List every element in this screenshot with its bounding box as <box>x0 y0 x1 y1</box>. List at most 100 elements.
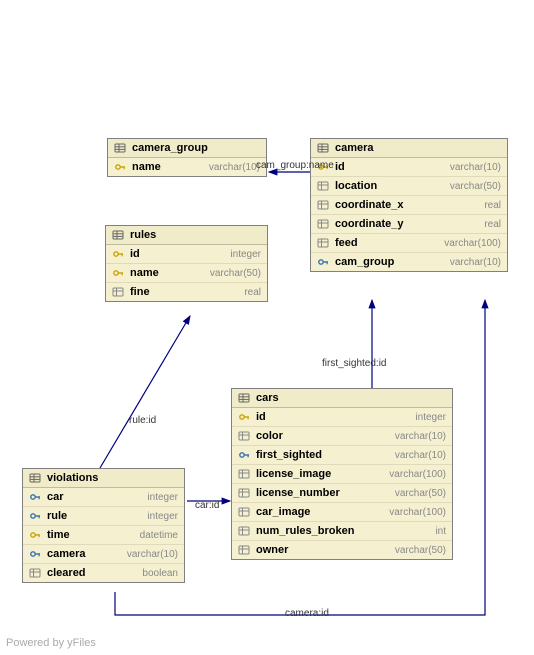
field-type: integer <box>147 492 178 503</box>
key-icon <box>112 248 126 260</box>
field-type: int <box>435 526 446 537</box>
table-icon <box>29 472 43 484</box>
field-name: color <box>238 430 283 442</box>
field-type: varchar(50) <box>395 545 446 556</box>
table-title: cars <box>256 392 279 404</box>
field-type: varchar(10) <box>450 162 501 173</box>
table-field-row: coordinate_xreal <box>311 196 507 215</box>
table-icon <box>238 392 252 404</box>
table-field-row: feed varchar(100) <box>311 234 507 253</box>
table-cars[interactable]: carsidintegercolorvarchar(10)first_sight… <box>231 388 453 560</box>
field-type: varchar(10) <box>395 431 446 442</box>
table-header: violations <box>23 469 184 488</box>
table-title: rules <box>130 229 156 241</box>
column-icon <box>238 544 252 556</box>
table-header: camera_group <box>108 139 266 158</box>
foreign-key-icon <box>238 449 252 461</box>
field-type: varchar(50) <box>395 488 446 499</box>
table-icon <box>112 229 126 241</box>
table-field-row: car_image varchar(100) <box>232 503 452 522</box>
table-field-row: color varchar(10) <box>232 427 452 446</box>
foreign-key-icon <box>29 491 43 503</box>
column-icon <box>238 506 252 518</box>
field-type: varchar(100) <box>389 507 446 518</box>
field-name: fine <box>112 286 150 298</box>
field-name: cleared <box>29 567 86 579</box>
key-icon <box>114 161 128 173</box>
edge-path <box>100 316 190 468</box>
table-field-row: idinteger <box>106 245 267 264</box>
column-icon <box>317 237 331 249</box>
table-camera[interactable]: cameraidvarchar(10) location varchar(50) co… <box>310 138 508 272</box>
table-header: rules <box>106 226 267 245</box>
key-icon <box>29 529 43 541</box>
table-field-row: fine real <box>106 283 267 301</box>
column-icon <box>112 286 126 298</box>
table-header: camera <box>311 139 507 158</box>
table-field-row: owner varchar(50) <box>232 541 452 559</box>
column-icon <box>29 567 43 579</box>
key-icon <box>112 267 126 279</box>
field-name: license_number <box>238 487 340 499</box>
table-title: camera_group <box>132 142 208 154</box>
field-name: location <box>317 180 377 192</box>
field-name: owner <box>238 544 288 556</box>
field-name: license_image <box>238 468 331 480</box>
table-field-row: license_number varchar(50) <box>232 484 452 503</box>
edge-label: first_sighted:id <box>322 358 386 369</box>
field-name: name <box>112 267 159 279</box>
field-name: car_image <box>238 506 310 518</box>
column-icon <box>238 487 252 499</box>
table-field-row: cameravarchar(10) <box>23 545 184 564</box>
table-field-row: name varchar(50) <box>106 264 267 283</box>
table-field-row: rule integer <box>23 507 184 526</box>
field-name: id <box>238 411 266 423</box>
field-name: num_rules_broken <box>238 525 354 537</box>
edge-label: cam_group:name <box>256 160 334 171</box>
field-name: feed <box>317 237 358 249</box>
table-field-row: license_imagevarchar(100) <box>232 465 452 484</box>
column-icon <box>317 199 331 211</box>
table-field-row: first_sighted varchar(10) <box>232 446 452 465</box>
table-icon <box>114 142 128 154</box>
table-field-row: cam_groupvarchar(10) <box>311 253 507 271</box>
field-name: name <box>114 161 161 173</box>
column-icon <box>317 180 331 192</box>
field-name: rule <box>29 510 67 522</box>
table-field-row: carinteger <box>23 488 184 507</box>
field-name: time <box>29 529 70 541</box>
table-title: violations <box>47 472 98 484</box>
field-type: varchar(100) <box>444 238 501 249</box>
table-field-row: idvarchar(10) <box>311 158 507 177</box>
field-type: boolean <box>142 568 178 579</box>
field-type: real <box>244 287 261 298</box>
table-field-row: cleared boolean <box>23 564 184 582</box>
table-field-row: coordinate_yreal <box>311 215 507 234</box>
column-icon <box>317 218 331 230</box>
field-type: varchar(50) <box>210 268 261 279</box>
table-field-row: location varchar(50) <box>311 177 507 196</box>
edge-label: rule:id <box>129 415 156 426</box>
key-icon <box>238 411 252 423</box>
foreign-key-icon <box>317 256 331 268</box>
field-type: real <box>484 200 501 211</box>
edge-label: camera:id <box>285 608 329 619</box>
footer-text: Powered by yFiles <box>6 637 96 649</box>
edge-label: car:id <box>195 500 219 511</box>
table-field-row: num_rules_broken int <box>232 522 452 541</box>
table-field-row: time datetime <box>23 526 184 545</box>
field-type: varchar(50) <box>450 181 501 192</box>
field-name: first_sighted <box>238 449 322 461</box>
field-type: varchar(10) <box>450 257 501 268</box>
foreign-key-icon <box>29 548 43 560</box>
field-type: varchar(10) <box>209 162 260 173</box>
field-type: datetime <box>140 530 178 541</box>
field-name: id <box>112 248 140 260</box>
table-rules[interactable]: rules idinteger name varchar(50) fine real <box>105 225 268 302</box>
table-camera_group[interactable]: camera_groupname varchar(10) <box>107 138 267 177</box>
field-type: varchar(10) <box>395 450 446 461</box>
field-type: integer <box>147 511 178 522</box>
table-icon <box>317 142 331 154</box>
field-name: coordinate_y <box>317 218 403 230</box>
table-violations[interactable]: violations carinteger rule integer time datet… <box>22 468 185 583</box>
